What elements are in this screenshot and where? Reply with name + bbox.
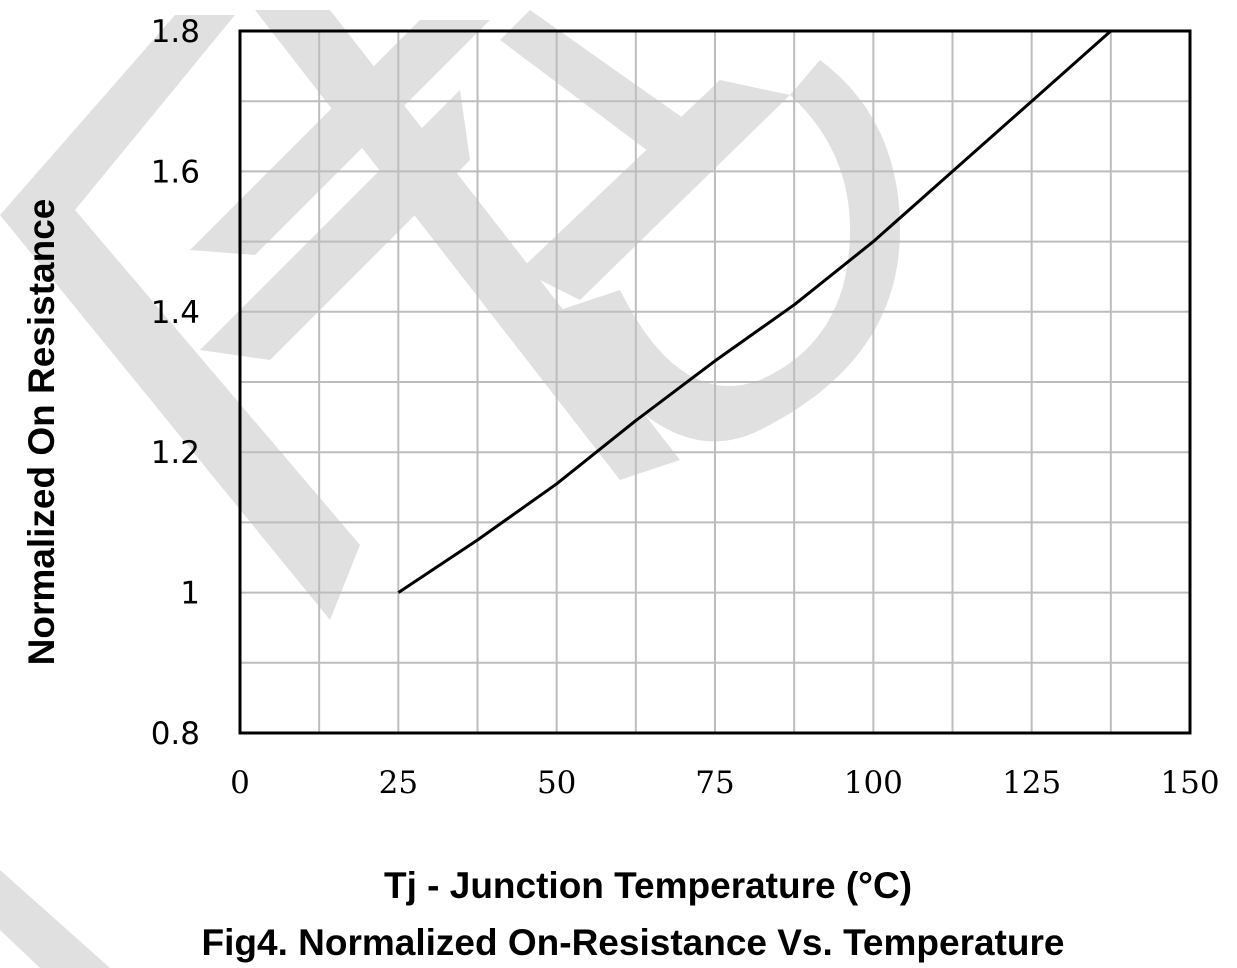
x-tick-label: 100 <box>844 765 903 801</box>
watermark-stroke-3 <box>255 10 680 480</box>
watermark-stroke-5 <box>520 80 790 300</box>
x-tick-label: 25 <box>379 765 418 801</box>
x-tick-label: 150 <box>1160 765 1219 801</box>
x-tick-label: 0 <box>230 765 250 801</box>
y-tick-label: 0.8 <box>151 716 200 752</box>
x-tick-label: 125 <box>1002 765 1061 801</box>
series-group <box>397 29 1112 594</box>
watermark-stroke-0 <box>0 15 360 620</box>
grid-lines <box>240 31 1190 733</box>
x-tick-label: 75 <box>695 765 734 801</box>
watermark-stroke-7 <box>0 870 110 968</box>
watermark-stroke-1 <box>190 20 490 255</box>
y-tick-label: 1 <box>180 576 200 612</box>
y-tick-label: 1.8 <box>151 14 200 50</box>
y-tick-label: 1.4 <box>151 295 200 331</box>
x-tick-labels: 0 25 50 75 100 125 150 <box>230 765 1219 801</box>
plot-frame <box>238 29 1192 735</box>
watermark-stroke-4 <box>500 10 700 160</box>
y-tick-label: 1.6 <box>151 154 200 190</box>
y-axis-title: Normalized On Resistance <box>21 199 62 666</box>
y-tick-labels: 0.8 1 1.2 1.4 1.6 1.8 <box>151 14 200 752</box>
y-tick-label: 1.2 <box>151 435 200 471</box>
figure-caption: Fig4. Normalized On-Resistance Vs. Tempe… <box>202 922 1065 963</box>
x-axis-title: Tj - Junction Temperature (°C) <box>384 865 912 906</box>
watermark-stroke-6 <box>560 60 900 442</box>
series-line-0 <box>397 29 1112 594</box>
x-tick-label: 50 <box>537 765 576 801</box>
watermark-logo <box>0 10 900 968</box>
